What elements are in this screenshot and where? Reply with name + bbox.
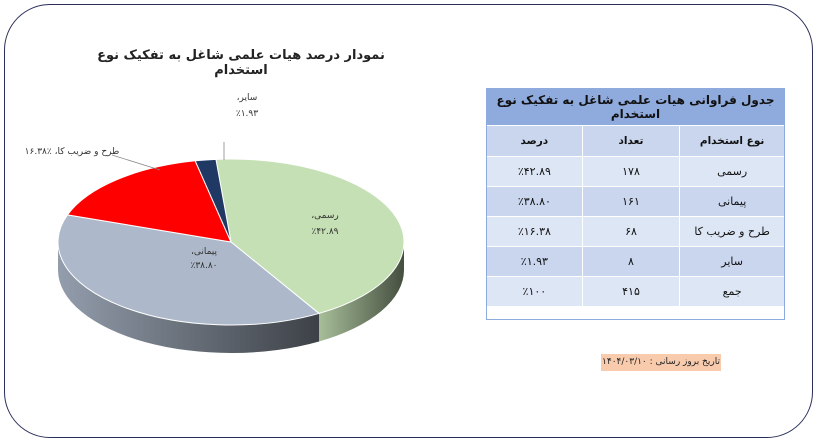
table-row: سایر ۸ ٪۱.۹۳ — [486, 246, 785, 277]
cell-percent: ٪۱۰۰ — [486, 276, 583, 307]
slice-value-0: ٪۴۲.۸۹ — [311, 227, 338, 237]
update-date-note: تاریخ بروز رسانی : ۱۴۰۴/۰۳/۱۰ — [601, 354, 721, 371]
label-leader-2 — [111, 154, 161, 171]
slice-value-1: ٪۳۸.۸۰ — [190, 261, 217, 271]
pie-slice-2 — [66, 160, 232, 243]
cell-percent: ٪۳۸.۸۰ — [486, 186, 583, 217]
table-row: طرح و ضریب کا ۶۸ ٪۱۶.۳۸ — [486, 216, 785, 247]
slice-label-3: سایر، — [237, 93, 258, 103]
pie-slice-0 — [215, 158, 405, 314]
slice-value-3: ٪۱.۹۳ — [236, 109, 258, 119]
cell-type: پیمانی — [679, 186, 785, 217]
cell-count: ۶۸ — [581, 216, 681, 247]
table-row-total: جمع ۴۱۵ ٪۱۰۰ — [486, 276, 785, 307]
cell-type: سایر — [679, 246, 785, 277]
cell-percent: ٪۴۲.۸۹ — [486, 156, 583, 187]
header-employment-type: نوع استخدام — [679, 125, 785, 157]
pie-slice-3 — [194, 158, 232, 243]
header-count: تعداد — [581, 125, 681, 157]
cell-type: طرح و ضریب کا — [679, 216, 785, 247]
slice-label-0: رسمی، — [311, 211, 339, 221]
cell-count: ۱۶۱ — [581, 186, 681, 217]
pie-slice-1 — [57, 214, 321, 326]
pie-side-1 — [58, 242, 320, 353]
slice-label-2: طرح و ضریب کا، ٪۱۶.۳۸ — [25, 147, 120, 157]
cell-count: ۴۱۵ — [581, 276, 681, 307]
cell-percent: ٪۱.۹۳ — [486, 246, 583, 277]
cell-count: ۸ — [581, 246, 681, 277]
cell-count: ۱۷۸ — [581, 156, 681, 187]
slice-label-1: پیمانی، — [191, 247, 218, 257]
pie-side-0 — [319, 242, 404, 342]
cell-type: جمع — [679, 276, 785, 307]
table-row: رسمی ۱۷۸ ٪۴۲.۸۹ — [486, 156, 785, 187]
cell-percent: ٪۱۶.۳۸ — [486, 216, 583, 247]
header-percent: درصد — [486, 125, 583, 157]
frequency-table: جدول فراوانی هیات علمی شاغل به تفکیک نوع… — [486, 88, 785, 307]
table-row: پیمانی ۱۶۱ ٪۳۸.۸۰ — [486, 186, 785, 217]
cell-type: رسمی — [679, 156, 785, 187]
chart-title: نمودار درصد هیات علمی شاغل به تفکیک نوع … — [97, 48, 385, 78]
table-title: جدول فراوانی هیات علمی شاغل به تفکیک نوع… — [486, 88, 785, 126]
